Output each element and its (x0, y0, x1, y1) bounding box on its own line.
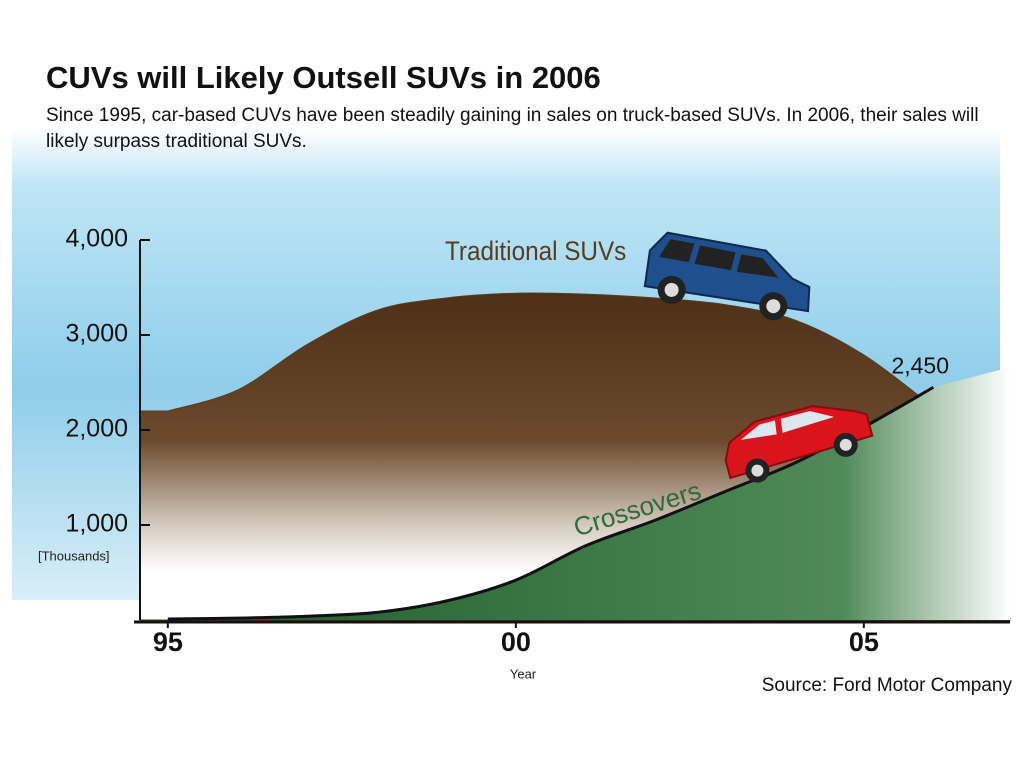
value-label: 2,450 (891, 352, 949, 378)
series-label: Traditional SUVs (445, 237, 626, 266)
x-tick-label: 00 (501, 627, 531, 657)
y-axis-label: [Thousands] (38, 548, 110, 563)
chart-subtitle: Since 1995, car-based CUVs have been ste… (46, 105, 979, 152)
x-tick-label: 95 (153, 627, 183, 657)
cuv-illustration (724, 405, 874, 483)
x-tick-label: 05 (849, 627, 879, 657)
y-tick-label: 3,000 (65, 320, 128, 348)
cuv-area (167, 367, 1011, 620)
source: Source: Ford Motor Company (762, 675, 1013, 696)
y-tick-label: 2,000 (65, 415, 128, 443)
suv-illustration (643, 231, 811, 321)
y-tick-label: 1,000 (65, 510, 128, 538)
y-tick-label: 4,000 (65, 225, 128, 253)
x-axis-label: Year (510, 666, 537, 681)
chart-title: CUVs will Likely Outsell SUVs in 2006 (46, 60, 601, 95)
cuv-line (167, 385, 935, 621)
